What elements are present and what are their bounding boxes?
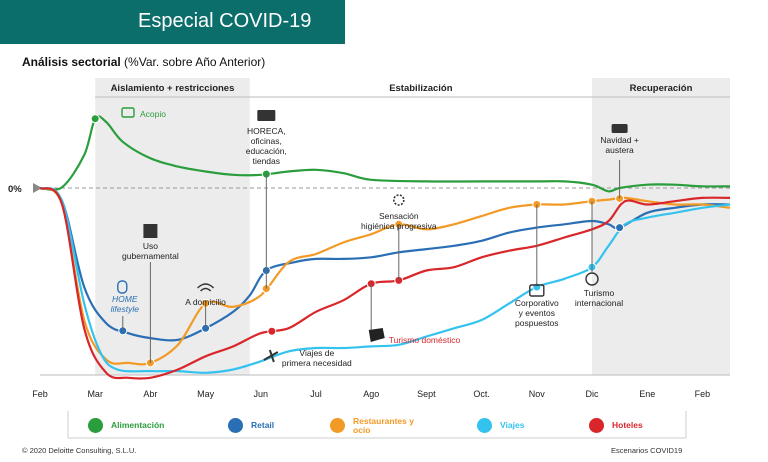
annotation-navidad: Navidad + austera (600, 135, 639, 155)
x-tick-label: Nov (529, 389, 546, 399)
legend-item-restaurantes: Restaurantes y ocio (330, 413, 421, 438)
legend-label: Alimentación (111, 420, 165, 430)
series-line-alimentación (39, 115, 731, 193)
legend-item-viajes: Viajes (477, 413, 524, 438)
x-tick-label: Ene (639, 389, 655, 399)
event-dot-acopio (90, 114, 100, 124)
bed-icon (589, 418, 604, 433)
briefcase-icon (529, 284, 545, 297)
series-line-retail (39, 186, 731, 342)
annotation-turismo-intl: Turismo internacional (575, 288, 623, 308)
series-line-hoteles (39, 186, 731, 380)
annotation-sensacion: Sensación higiénica progresiva (361, 211, 437, 231)
food-icon (88, 418, 103, 433)
phase-label: Estabilización (389, 83, 453, 94)
event-dot-retail-dic (615, 223, 625, 233)
footer-note: Escenarios COVID19 (611, 446, 683, 455)
x-tick-label: Abr (143, 389, 157, 399)
gift-icon (611, 124, 628, 133)
x-tick-label: Ago (363, 389, 379, 399)
legend-item-hoteles: Hoteles (589, 413, 643, 438)
subtitle-rest: (%Var. sobre Año Anterior) (120, 55, 266, 69)
virus-icon (392, 194, 405, 206)
annotation-acopio: Acopio (140, 109, 166, 119)
y-zero-label: 0% (8, 184, 22, 195)
annotation-gubernamental: Uso gubernamental (122, 241, 179, 261)
annotation-viajes: Viajes de primera necesidad (282, 348, 352, 368)
legend-label: Hoteles (612, 420, 643, 430)
annotation-horeca: HORECA, oficinas, educación, tiendas (246, 126, 287, 166)
x-tick-label: Jul (310, 389, 322, 399)
plane-icon (477, 418, 492, 433)
page-title: Especial COVID-19 (138, 10, 312, 32)
annotation-turismo-domestico: Turismo doméstico (389, 335, 461, 345)
annotation-domicilio: A domicilio (185, 297, 226, 307)
plane-icon (263, 349, 279, 363)
legend-label: Retail (251, 420, 275, 430)
copyright: © 2020 Deloitte Consulting, S.L.U. (22, 446, 137, 455)
x-tick-label: Jun (254, 389, 269, 399)
annotation-home: HOME lifestyle (111, 294, 140, 314)
x-tick-label: Feb (32, 389, 48, 399)
phase-label: Aislamiento + restricciones (111, 83, 235, 94)
series-line-viajes (39, 186, 731, 374)
open-sign-icon (257, 110, 276, 121)
annotation-corporativo: Corporativo y eventos pospuestos (515, 298, 559, 328)
legend: Alimentación Retail Restaurantes y ocio … (67, 413, 687, 438)
event-dot-corp-v (532, 282, 542, 292)
retail-icon (228, 418, 243, 433)
subtitle-bold: Análisis sectorial (22, 55, 121, 69)
legend-item-retail: Retail (228, 413, 274, 438)
header-banner: Especial COVID-19 (0, 0, 345, 44)
phase-shade (95, 78, 250, 375)
x-tick-label: May (197, 389, 215, 399)
start-marker (33, 183, 42, 193)
legend-label: Restaurantes y ocio (353, 415, 414, 435)
wifi-icon (197, 283, 215, 292)
building-icon (143, 224, 158, 238)
x-tick-label: Oct. (473, 389, 490, 399)
spain-map-icon (368, 328, 385, 342)
legend-frame (67, 411, 687, 439)
x-tick-label: Sept (417, 389, 436, 399)
x-tick-label: Dic (586, 389, 599, 399)
x-tick-label: Feb (695, 389, 711, 399)
basket-icon (121, 107, 135, 118)
event-dot-viajes (267, 326, 277, 336)
mouse-icon (117, 280, 128, 294)
globe-icon (585, 272, 599, 286)
legend-label: Viajes (500, 420, 525, 430)
restaurant-icon (330, 418, 345, 433)
chart-subtitle: Análisis sectorial (%Var. sobre Año Ante… (22, 55, 265, 69)
x-tick-label: Mar (87, 389, 103, 399)
legend-item-alimentacion: Alimentación (88, 413, 164, 438)
phase-label: Recuperación (630, 83, 693, 94)
